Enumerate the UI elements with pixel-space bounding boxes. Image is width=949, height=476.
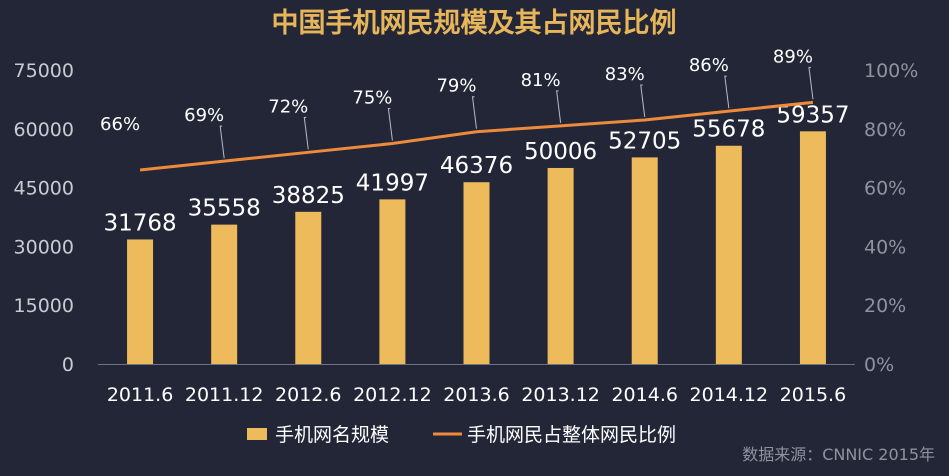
x-axis-tick-label: 2011.12: [185, 384, 264, 406]
left-axis-tick-label: 0: [62, 354, 74, 376]
leader-line: [556, 90, 562, 123]
x-axis-tick-label: 2012.12: [353, 384, 432, 406]
right-axis-tick-label: 100%: [864, 60, 918, 82]
bar: [379, 199, 406, 364]
right-axis-tick-label: 60%: [864, 178, 906, 200]
x-axis-tick-label: 2012.6: [275, 384, 341, 406]
ratio-data-label: 81%: [521, 70, 561, 91]
x-axis-tick-label: 2014.6: [611, 384, 677, 406]
leader-lines: [219, 66, 814, 159]
left-axis-tick-label: 60000: [14, 119, 74, 141]
bar: [631, 157, 658, 364]
leader-line: [303, 116, 309, 150]
ratio-data-label: 66%: [100, 114, 140, 135]
chart-title: 中国手机网民规模及其占网民比例: [272, 8, 677, 39]
right-axis-tick-label: 0%: [864, 354, 894, 376]
bar-data-label: 52705: [608, 128, 681, 154]
bar: [799, 131, 826, 364]
bar: [547, 167, 574, 364]
legend-bar-swatch: [247, 428, 267, 440]
bar: [463, 182, 490, 364]
bar-data-label: 55678: [692, 117, 765, 143]
leader-line: [724, 75, 730, 109]
left-axis-tick-label: 15000: [14, 295, 74, 317]
leader-line: [471, 96, 477, 129]
bar: [127, 239, 154, 364]
x-axis-tick-label: 2014.12: [690, 384, 769, 406]
bar-data-label: 38825: [272, 183, 345, 209]
ratio-data-label: 86%: [689, 55, 729, 76]
bar-data-label: 46376: [440, 153, 513, 179]
bar: [211, 224, 238, 364]
ratio-data-label: 79%: [436, 76, 476, 97]
x-axis-tick-label: 2011.6: [107, 384, 173, 406]
legend-bar-label: 手机网名规模: [275, 424, 389, 446]
bar: [715, 145, 742, 364]
ratio-data-label: 83%: [605, 64, 645, 85]
x-axis-tick-label: 2013.6: [443, 384, 509, 406]
leader-line: [808, 66, 814, 100]
x-axis-tick-label: 2013.12: [521, 384, 600, 406]
right-axis-tick-label: 80%: [864, 119, 906, 141]
left-axis: 0 15000 30000 45000 60000 75000: [14, 60, 74, 376]
bar-data-label: 41997: [356, 170, 429, 196]
legend-line-label: 手机网民占整体网民比例: [467, 424, 676, 446]
bar-data-label: 59357: [776, 102, 849, 128]
right-axis: 0% 20% 40% 60% 80% 100%: [864, 60, 918, 376]
left-axis-tick-label: 30000: [14, 236, 74, 258]
ratio-data-label: 72%: [268, 96, 308, 117]
x-axis-tick-label: 2015.6: [780, 384, 846, 406]
right-axis-tick-label: 20%: [864, 295, 906, 317]
source-note: 数据来源：CNNIC 2015年: [742, 445, 935, 464]
ratio-data-labels: 66% 69% 72% 75% 79% 81% 83% 86% 89%: [100, 46, 813, 135]
ratio-data-label: 69%: [184, 105, 224, 126]
bar: [295, 211, 322, 364]
leader-line: [219, 125, 225, 159]
leader-line: [640, 84, 646, 118]
right-axis-tick-label: 40%: [864, 236, 906, 258]
ratio-data-label: 75%: [352, 88, 392, 109]
ratio-data-label: 89%: [773, 46, 813, 67]
bar-data-label: 31768: [103, 210, 176, 236]
left-axis-tick-label: 45000: [14, 178, 74, 200]
ratio-series-line: [139, 100, 814, 172]
left-axis-tick-label: 75000: [14, 60, 74, 82]
bar-data-labels: 31768 35558 38825 41997 46376 50006 52705 55678…: [103, 102, 849, 236]
legend: 手机网名规模 手机网民占整体网民比例: [247, 424, 676, 446]
bar-series: [127, 131, 826, 364]
bar-data-label: 50006: [524, 139, 597, 165]
x-axis-ticks: 2011.6 2011.12 2012.6 2012.12 2013.6 2013.12 2…: [107, 384, 846, 406]
leader-line: [387, 108, 393, 141]
bar-data-label: 35558: [188, 196, 261, 222]
